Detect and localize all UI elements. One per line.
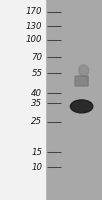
Text: 170: 170 [26, 7, 42, 16]
Text: 25: 25 [31, 117, 42, 126]
Ellipse shape [70, 100, 93, 113]
Text: 130: 130 [26, 22, 42, 31]
Text: 10: 10 [31, 162, 42, 171]
Ellipse shape [79, 65, 89, 76]
FancyBboxPatch shape [75, 76, 88, 86]
Text: 70: 70 [31, 53, 42, 62]
Text: 15: 15 [31, 148, 42, 157]
Text: 55: 55 [31, 68, 42, 77]
Text: 35: 35 [31, 99, 42, 108]
Bar [0, 0, 45, 200]
Text: 40: 40 [31, 88, 42, 98]
Text: 100: 100 [26, 36, 42, 45]
